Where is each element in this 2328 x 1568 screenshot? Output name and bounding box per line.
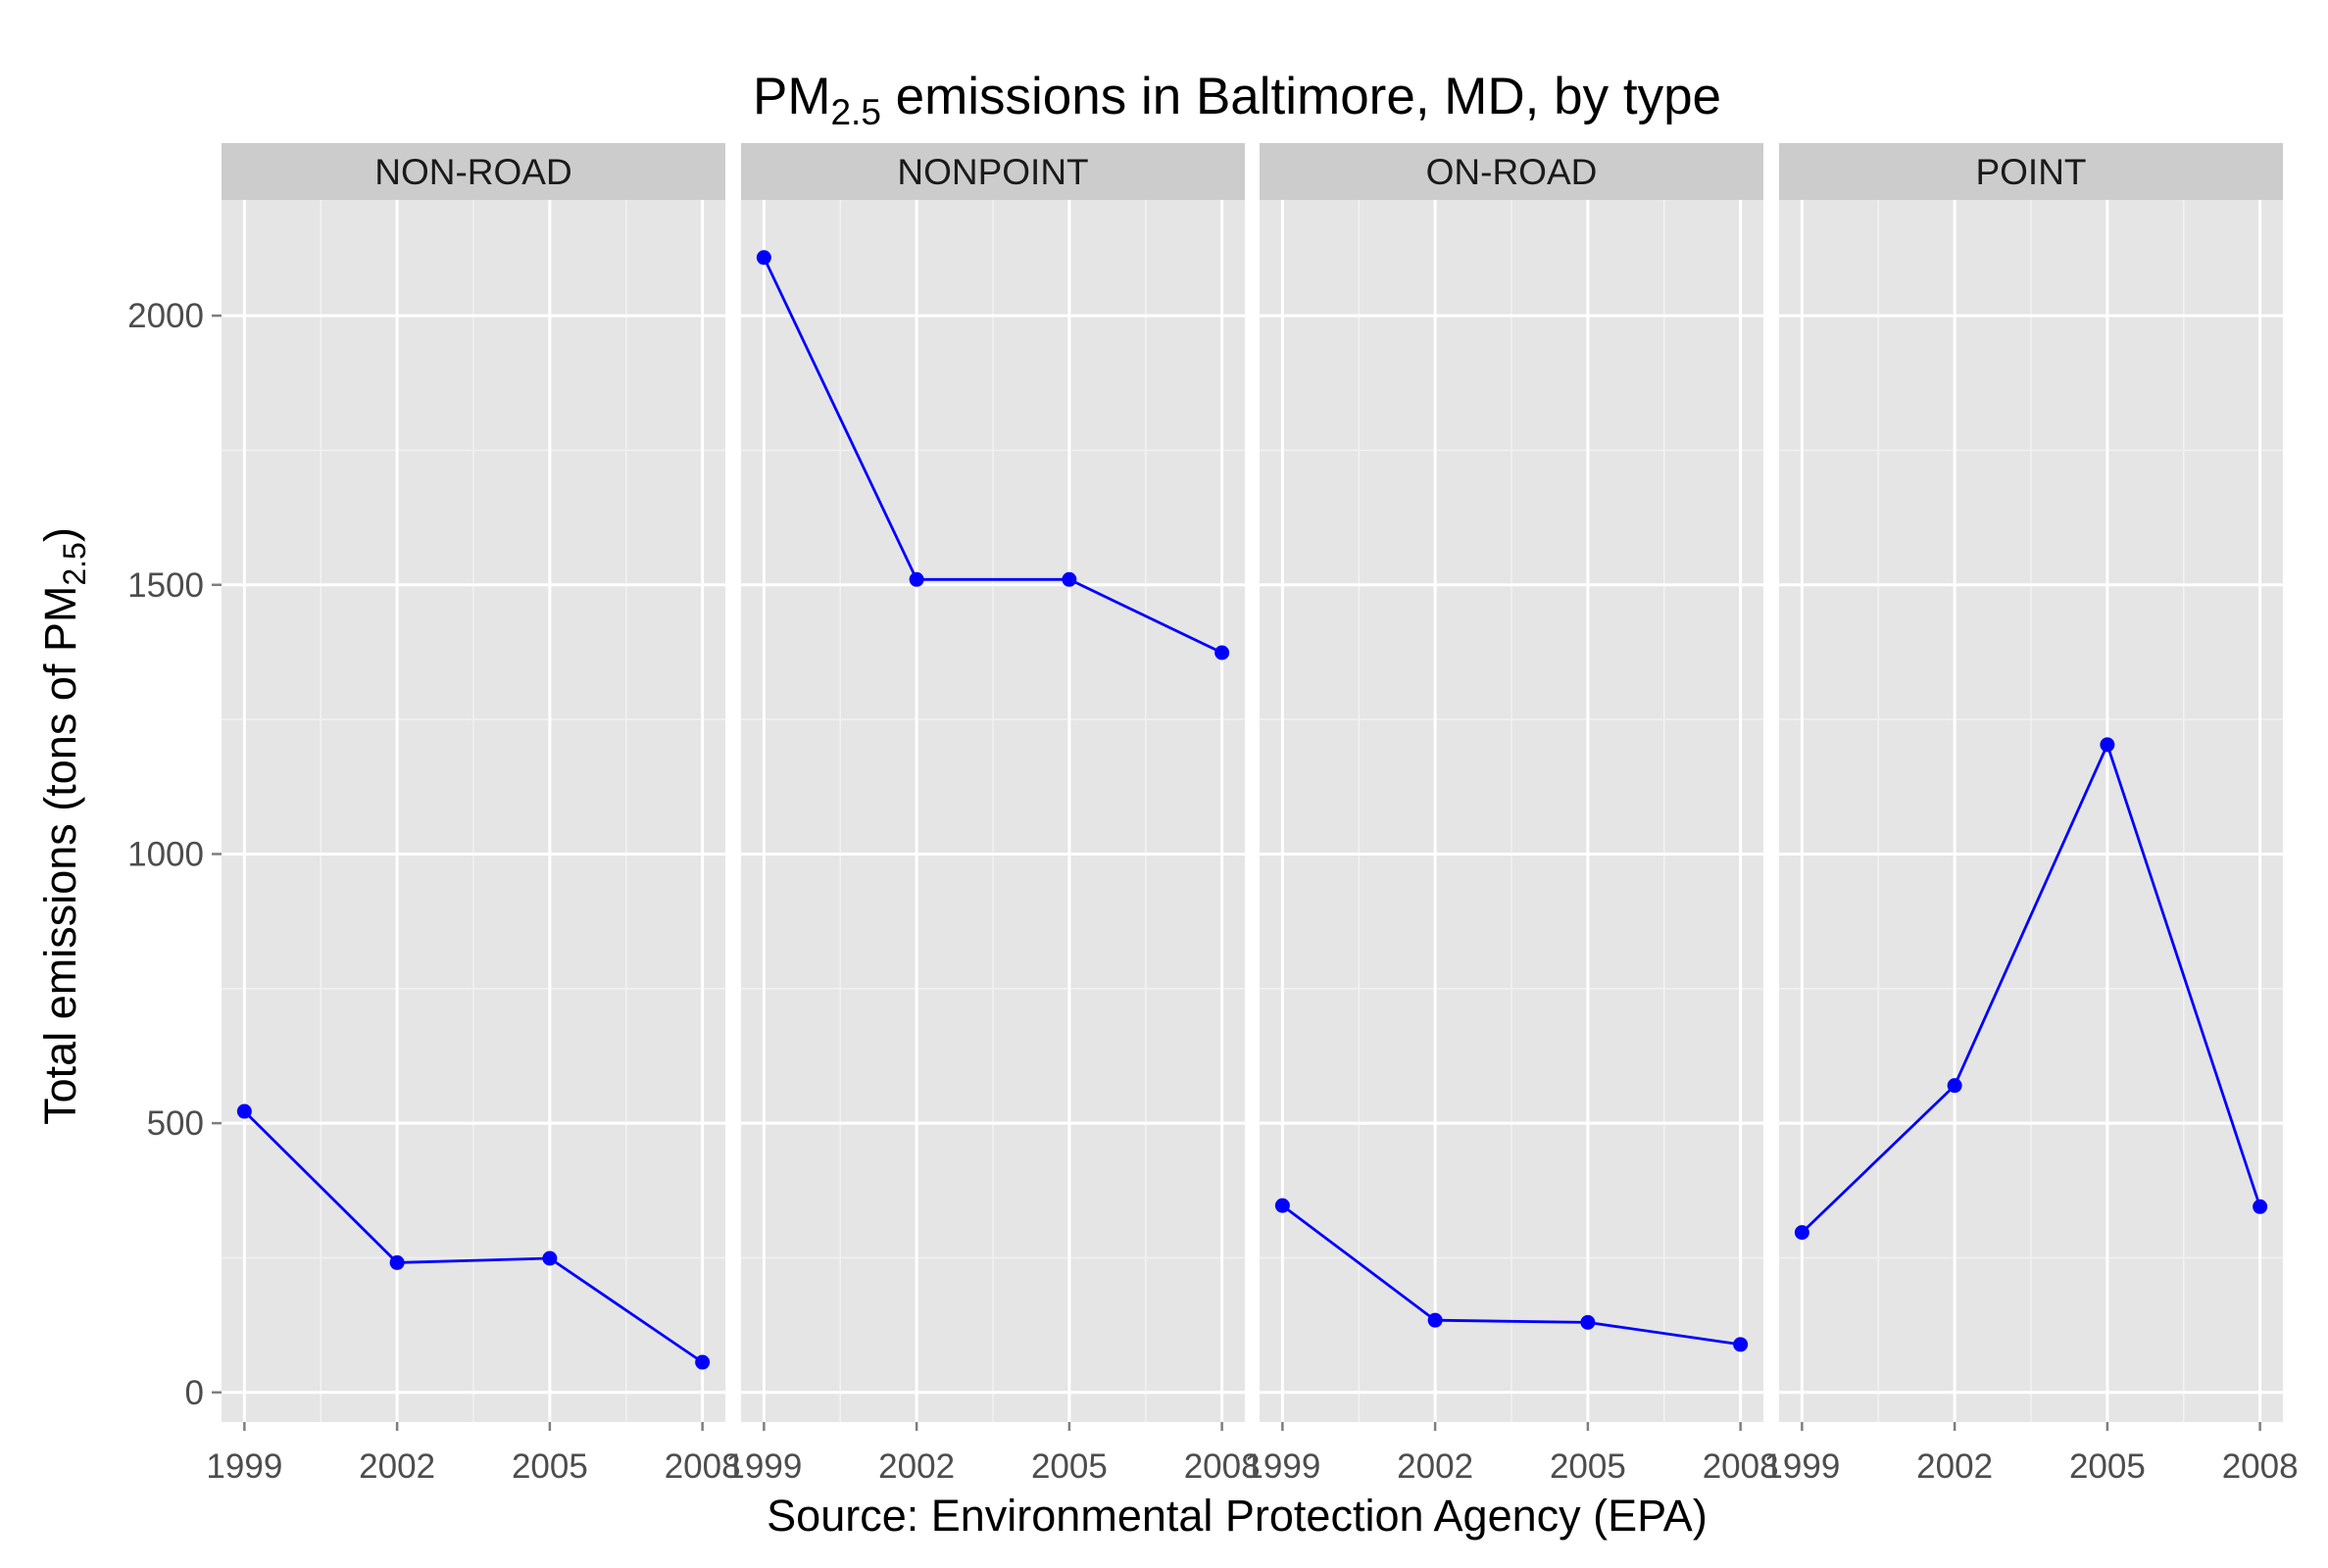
facet-strip [1779, 143, 2283, 200]
x-tick-label: 2002 [359, 1447, 435, 1486]
y-tick-label: 1000 [127, 835, 204, 873]
data-point [1427, 1312, 1443, 1328]
series-line [1801, 741, 2261, 1234]
data-point [1733, 1337, 1749, 1352]
x-axis-title: Source: Environmental Protection Agency … [767, 1491, 1708, 1541]
data-point [695, 1354, 711, 1370]
x-tick-label: 1999 [206, 1447, 282, 1486]
x-tick-label: 2002 [1397, 1447, 1473, 1486]
facet-on-road: ON-ROAD 1999 2002 2005 2008 [1244, 143, 1779, 1486]
facet-strip-label: POINT [1975, 152, 2086, 192]
data-point [1580, 1314, 1596, 1330]
y-tick-label: 0 [185, 1374, 204, 1412]
data-point [1947, 1078, 1962, 1094]
data-point [909, 571, 924, 587]
x-tick-label: 2005 [1550, 1447, 1626, 1486]
data-point [756, 250, 771, 266]
series-line [243, 1110, 704, 1364]
facet-strip-label: NON-ROAD [374, 152, 571, 192]
y-tick-label: 1500 [127, 566, 204, 605]
y-tick-label: 500 [147, 1104, 204, 1143]
y-axis: 0 500 1000 1500 2000 [127, 297, 222, 1412]
x-tick-label: 2005 [2069, 1447, 2146, 1486]
x-tick-label: 1999 [725, 1447, 802, 1486]
x-tick-label: 2005 [1031, 1447, 1108, 1486]
x-tick-label: 1999 [1244, 1447, 1320, 1486]
facet-strip [1260, 143, 1763, 200]
facet-point: POINT 1999 2002 2005 2008 [1763, 143, 2299, 1486]
data-point [389, 1254, 405, 1270]
x-tick-label: 2002 [1916, 1447, 1993, 1486]
facet-nonpoint: NONPOINT 1999 2002 2005 2008 [725, 143, 1261, 1486]
data-point [236, 1103, 252, 1119]
facet-panels: NON-ROAD 1999 2002 2005 2008 NONPOINT 1999 2002… [206, 143, 2299, 1486]
data-point [1274, 1198, 1290, 1213]
data-point [2253, 1199, 2268, 1214]
x-tick-label: 2008 [1703, 1447, 1779, 1486]
y-tick-label: 2000 [127, 297, 204, 335]
x-tick-label: 2008 [665, 1447, 741, 1486]
x-tick-label: 2008 [1184, 1447, 1261, 1486]
data-point [1062, 571, 1077, 587]
series-line [763, 257, 1223, 655]
y-axis-title: Total emissions (tons of PM2.5) [35, 527, 92, 1125]
x-tick-label: 2002 [878, 1447, 955, 1486]
facet-strip [222, 143, 725, 200]
data-point [2100, 737, 2115, 753]
facet-strip-label: NONPOINT [897, 152, 1088, 192]
data-point [542, 1250, 558, 1266]
series-line [1281, 1204, 1741, 1347]
facet-non-road: NON-ROAD 1999 2002 2005 2008 [206, 143, 741, 1486]
x-tick-label: 1999 [1763, 1447, 1840, 1486]
x-tick-label: 2008 [2222, 1447, 2299, 1486]
chart-title: PM2.5 emissions in Baltimore, MD, by typ… [753, 68, 1721, 132]
facet-strip [741, 143, 1245, 200]
x-tick-label: 2005 [512, 1447, 588, 1486]
data-point [1214, 645, 1230, 661]
data-point [1794, 1225, 1809, 1241]
facet-strip-label: ON-ROAD [1426, 152, 1598, 192]
